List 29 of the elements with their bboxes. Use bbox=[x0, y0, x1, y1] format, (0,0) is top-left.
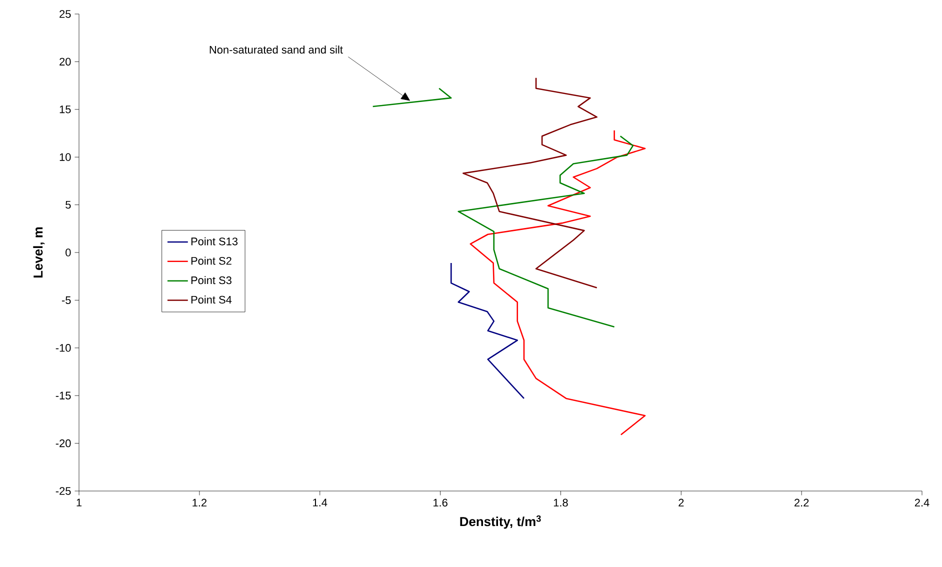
y-axis-title: Level, m bbox=[33, 227, 45, 278]
legend-label: Point S13 bbox=[191, 237, 238, 246]
x-tick-label: 1.4 bbox=[313, 498, 328, 506]
line-series bbox=[450, 262, 525, 400]
x-tick-label: 1 bbox=[76, 498, 82, 506]
legend-label: Point S4 bbox=[191, 296, 232, 304]
y-tick-label: -5 bbox=[62, 296, 71, 304]
x-tick-label: 2 bbox=[678, 498, 684, 506]
y-tick-label: -15 bbox=[56, 392, 71, 400]
y-tick-label: 5 bbox=[66, 200, 71, 209]
x-axis-title: Denstity, t/m$^{3}$ bbox=[460, 515, 541, 529]
x-tick-label: 1.8 bbox=[554, 498, 568, 507]
y-tick-label: -25 bbox=[56, 487, 71, 495]
line-series bbox=[470, 130, 646, 436]
y-tick-label: -10 bbox=[56, 344, 71, 352]
legend-label: Point S3 bbox=[191, 276, 232, 284]
y-tick-label: 20 bbox=[60, 58, 71, 66]
line-series bbox=[462, 77, 598, 288]
x-tick-label: 1.6 bbox=[434, 498, 448, 507]
annotation: Non-saturated sand and silt bbox=[210, 46, 343, 54]
y-tick-label: -20 bbox=[56, 439, 71, 448]
legend-label: Point S2 bbox=[191, 256, 232, 265]
x-tick-label: 2.4 bbox=[914, 498, 930, 506]
y-tick-label: 0 bbox=[66, 248, 71, 256]
y-tick-label: 15 bbox=[60, 106, 71, 114]
y-tick-label: 10 bbox=[60, 153, 71, 161]
x-tick-label: 1.2 bbox=[192, 498, 206, 506]
y-tick-label: 25 bbox=[60, 10, 71, 18]
x-tick-label: 2.2 bbox=[794, 498, 809, 506]
